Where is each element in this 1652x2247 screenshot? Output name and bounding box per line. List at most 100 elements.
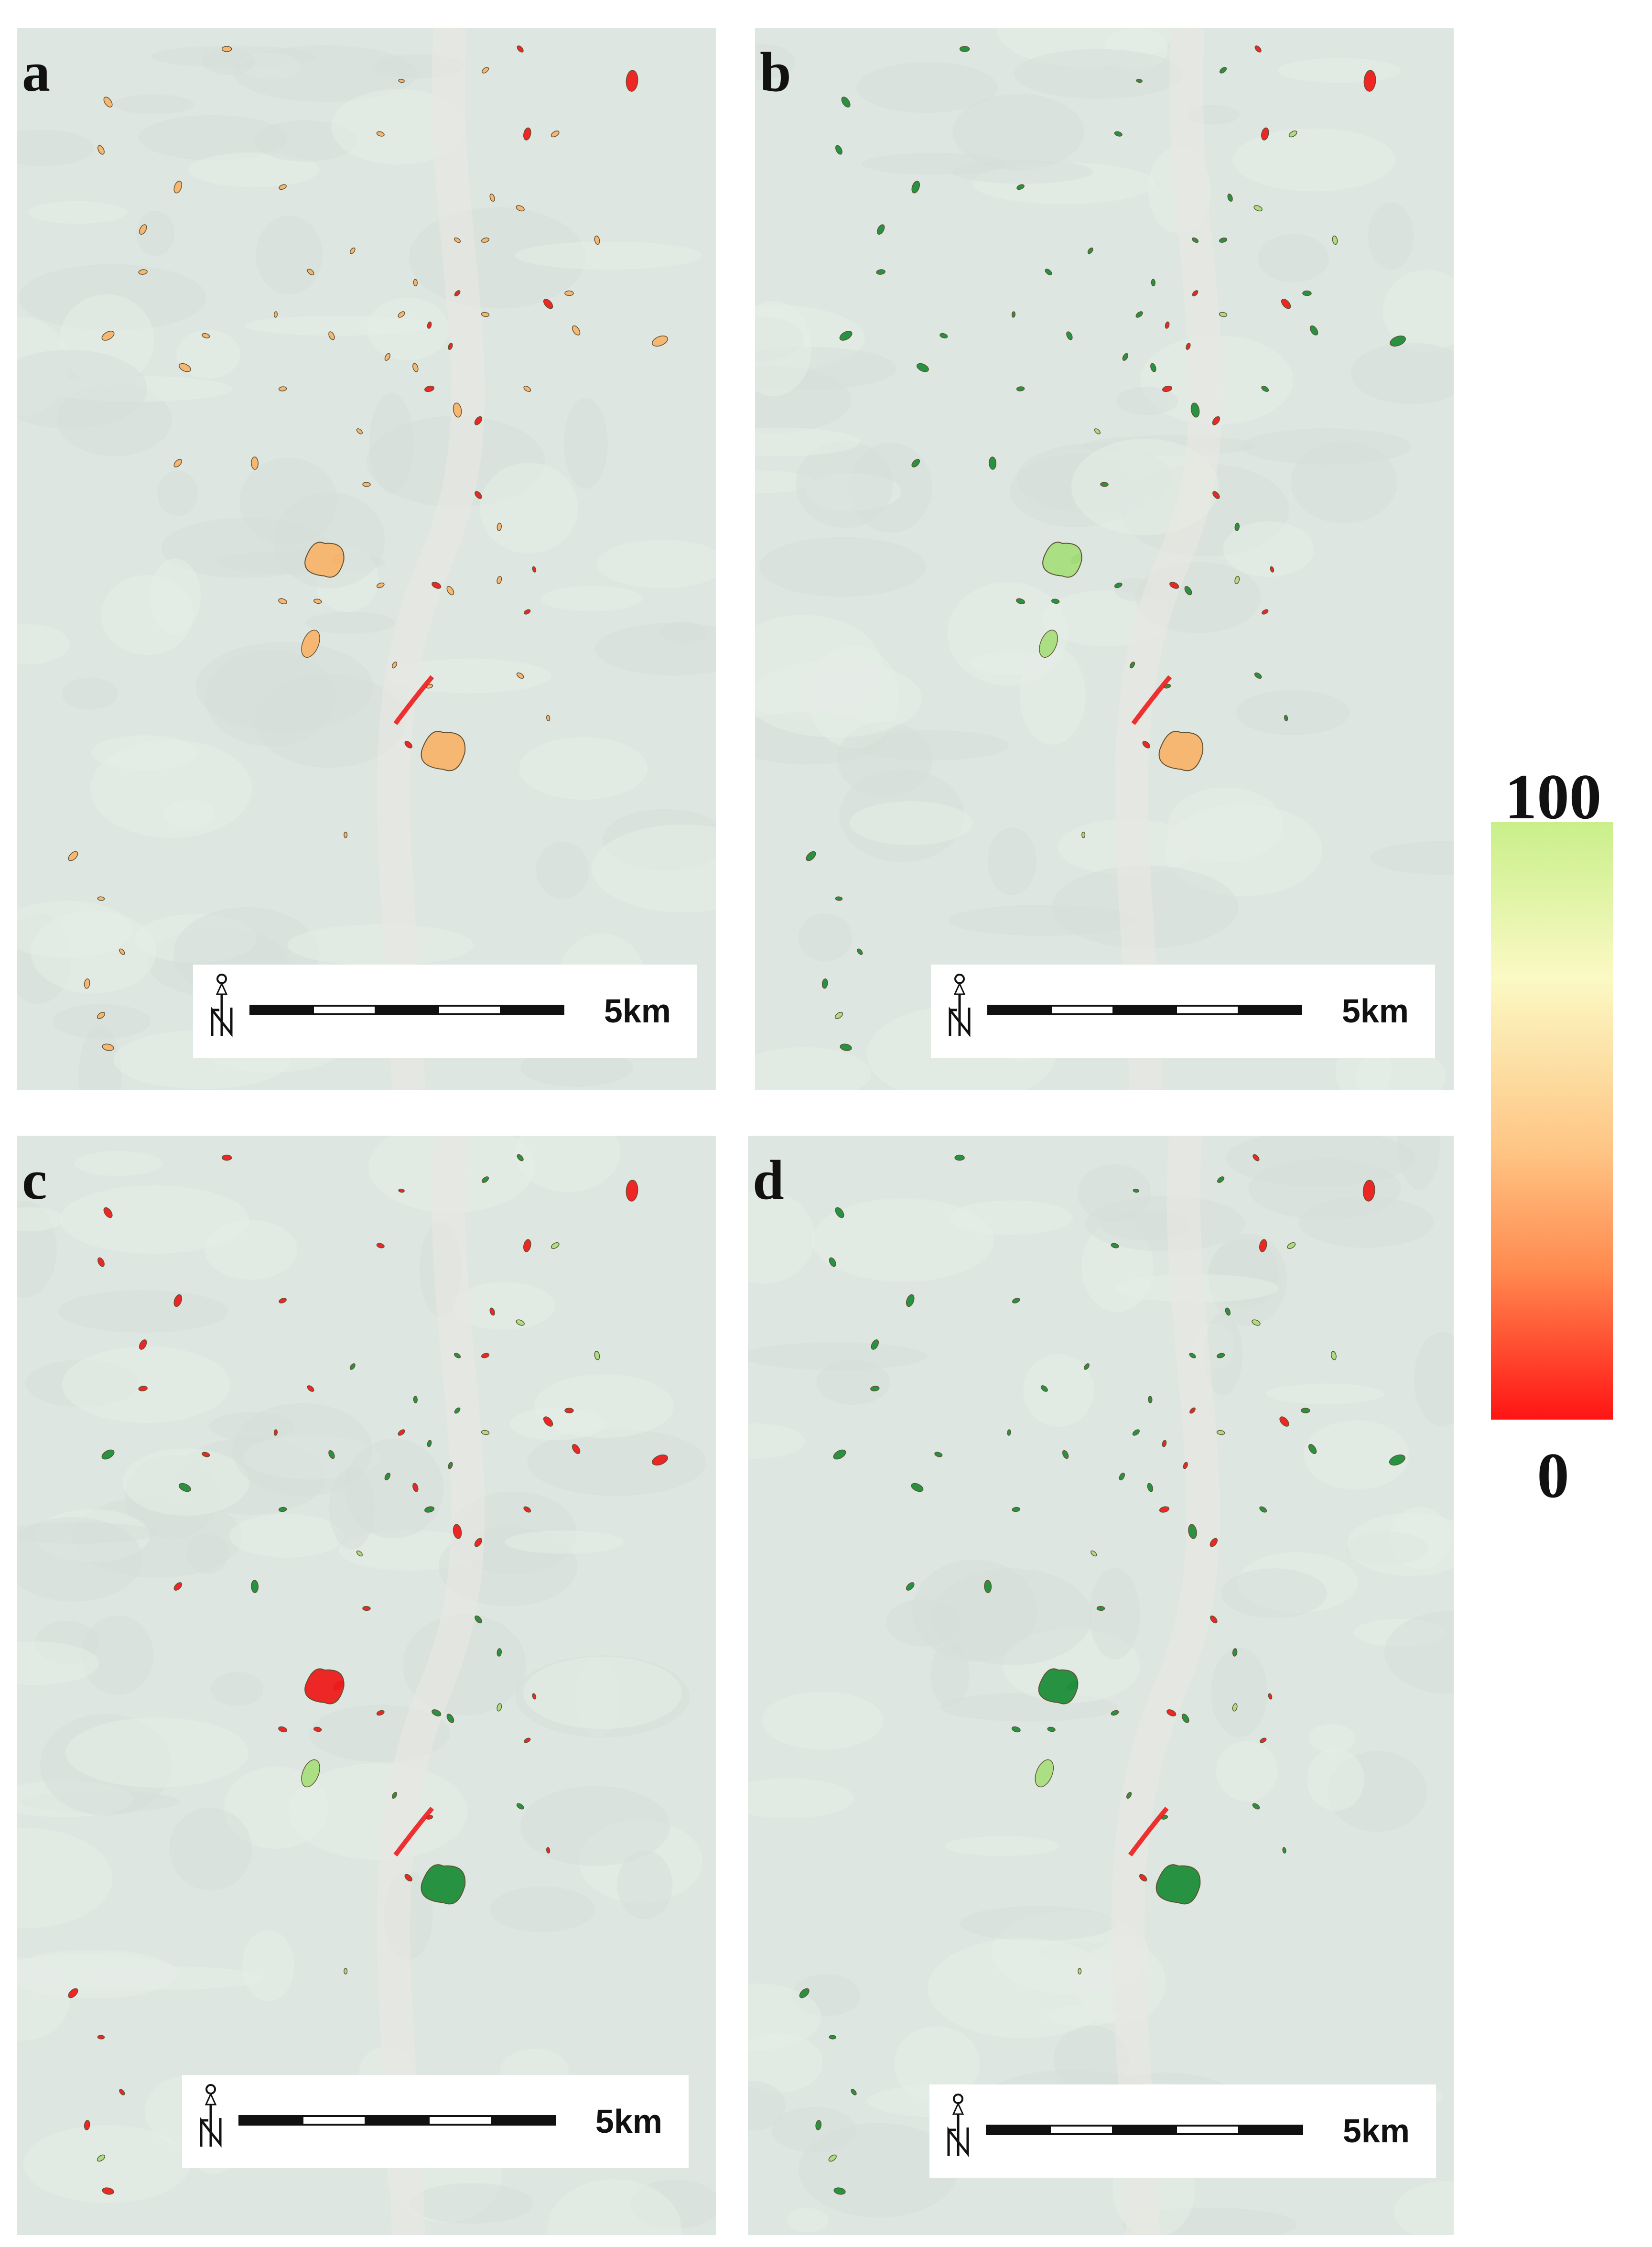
land-patch	[1254, 45, 1262, 53]
land-patch	[307, 269, 314, 275]
land-patch	[1084, 1363, 1090, 1370]
scale-distance-label: 5km	[595, 2103, 662, 2140]
scale-bar	[249, 1005, 564, 1015]
land-patch	[301, 630, 320, 658]
land-patch	[1016, 386, 1025, 391]
scale-bar-box: 5km	[193, 965, 697, 1058]
land-patch	[398, 311, 405, 318]
north-arrow-icon	[200, 2084, 222, 2148]
land-patch	[97, 2035, 105, 2040]
land-patch	[475, 491, 482, 499]
land-patch	[432, 582, 442, 589]
land-patch	[524, 609, 531, 615]
north-arrow-icon	[211, 974, 233, 1038]
land-patch	[453, 402, 462, 418]
map-panel-a: a 5km	[17, 28, 716, 1090]
land-patch	[626, 1180, 638, 1202]
map-panel-d: d 5km	[748, 1136, 1454, 2235]
land-patch	[1136, 78, 1143, 83]
scale-bar-box: 5km	[931, 965, 1435, 1058]
land-patch	[1169, 582, 1179, 589]
land-patch	[97, 1012, 106, 1019]
land-patch	[1100, 482, 1109, 487]
land-patch	[313, 598, 322, 604]
land-patch	[871, 1339, 879, 1350]
land-patch	[815, 2120, 822, 2130]
land-patch	[1302, 290, 1312, 296]
land-patch	[1162, 1440, 1167, 1447]
land-patch	[251, 456, 259, 470]
land-patch	[516, 1319, 525, 1326]
land-patch	[1111, 1710, 1119, 1716]
land-patch	[911, 181, 920, 194]
land-patch	[1389, 1454, 1405, 1466]
land-patch	[453, 1524, 462, 1539]
land-patch	[349, 247, 356, 254]
panel-label-b: b	[760, 41, 791, 103]
land-patch	[1147, 1483, 1154, 1492]
land-patch	[911, 1483, 924, 1492]
land-patch	[398, 78, 405, 83]
land-patch	[1011, 311, 1016, 318]
land-patch	[376, 1710, 385, 1716]
map-panel-c: c 5km	[17, 1136, 716, 2235]
land-patch	[523, 386, 531, 392]
land-patch	[481, 1353, 490, 1358]
land-patch	[101, 1449, 115, 1460]
land-patch	[1217, 1353, 1225, 1358]
land-patch	[1252, 1803, 1260, 1810]
land-patch	[1012, 1298, 1020, 1303]
land-patch	[448, 343, 453, 350]
land-patch	[421, 1864, 466, 1905]
land-patch	[427, 321, 432, 329]
land-patch	[1252, 1154, 1260, 1161]
land-patch	[101, 330, 115, 341]
land-patch	[546, 715, 551, 721]
land-patch	[273, 1429, 278, 1436]
land-patch	[543, 299, 553, 309]
land-patch	[454, 290, 461, 296]
land-patch	[523, 1506, 531, 1513]
land-patch	[906, 1294, 915, 1307]
land-patch	[103, 97, 113, 108]
land-patch	[1188, 1524, 1197, 1539]
land-patch	[1094, 428, 1101, 434]
land-patch	[393, 675, 434, 725]
land-patch	[278, 386, 287, 391]
land-patch	[1219, 237, 1228, 243]
land-patch	[424, 385, 435, 392]
land-patch	[551, 1242, 560, 1249]
land-patch	[1087, 247, 1093, 254]
scale-bar	[987, 1005, 1302, 1015]
land-patch	[1216, 1430, 1225, 1435]
land-patch	[516, 672, 524, 679]
land-patch	[102, 1043, 114, 1051]
land-patch	[344, 1968, 348, 1975]
legend-min-label: 0	[1537, 1440, 1569, 1511]
land-patch	[1159, 1506, 1169, 1513]
land-patches-d	[799, 1154, 1405, 2195]
land-patch	[1268, 1693, 1273, 1700]
land-patch	[1234, 522, 1240, 532]
panel-label-d: d	[753, 1149, 784, 1211]
land-patch	[1217, 1176, 1225, 1183]
land-patch	[546, 1847, 551, 1854]
legend-max-label: 100	[1504, 761, 1602, 833]
land-patch	[954, 1154, 965, 1161]
land-patch	[1253, 205, 1263, 212]
land-patch	[1270, 566, 1274, 573]
land-patch	[446, 586, 454, 596]
land-patch	[876, 224, 885, 235]
land-patch	[1051, 598, 1060, 604]
land-patch	[202, 1452, 210, 1457]
land-patch	[279, 1298, 287, 1303]
scale-distance-label: 5km	[1341, 992, 1409, 1030]
land-patch	[1227, 194, 1233, 202]
land-patch	[1040, 1385, 1048, 1392]
land-patch	[279, 184, 287, 190]
land-patch	[876, 269, 885, 275]
land-patch	[572, 325, 581, 336]
land-patch	[1148, 1396, 1153, 1403]
land-patch	[1007, 1429, 1011, 1436]
land-patches-c	[68, 1154, 668, 2195]
